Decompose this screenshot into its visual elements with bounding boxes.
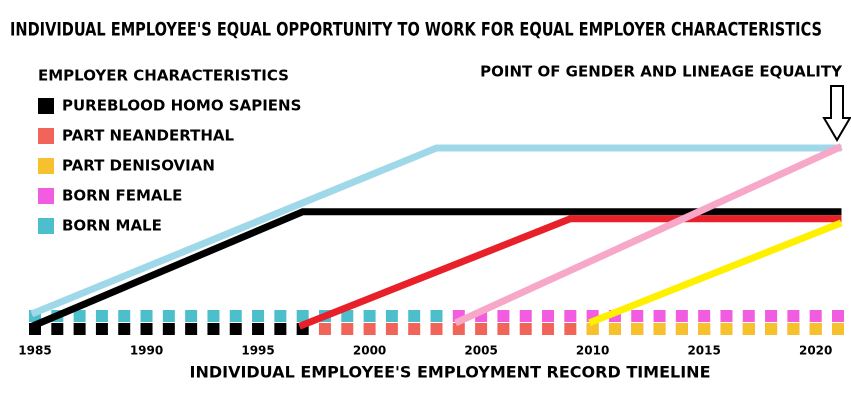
year-square (296, 310, 309, 322)
year-square (408, 310, 421, 322)
year-square (497, 310, 510, 322)
year-square (408, 323, 421, 335)
year-square (832, 310, 844, 322)
legend-label: PART DENISOVIAN (62, 157, 215, 175)
x-tick-label: 2000 (353, 344, 386, 358)
year-square (185, 323, 198, 335)
year-square (318, 323, 331, 335)
year-square (162, 323, 175, 335)
year-square (207, 310, 220, 322)
year-square (765, 310, 778, 322)
year-square (430, 310, 443, 322)
series-line (454, 143, 843, 327)
year-square (519, 323, 532, 335)
year-square (207, 323, 220, 335)
year-square (73, 310, 86, 322)
year-square (497, 323, 510, 335)
x-tick-label: 1985 (18, 344, 51, 358)
legend-swatch (38, 218, 54, 234)
year-square (698, 323, 711, 335)
year-squares (29, 323, 309, 335)
legend-swatch (38, 128, 54, 144)
year-square (631, 323, 644, 335)
year-square (675, 323, 688, 335)
year-square (430, 323, 443, 335)
year-square (51, 323, 64, 335)
year-square (341, 310, 354, 322)
year-square (452, 323, 465, 335)
year-square (140, 323, 153, 335)
x-tick-label: 1995 (241, 344, 274, 358)
year-square (832, 323, 844, 335)
year-square (162, 310, 175, 322)
year-square (698, 310, 711, 322)
legend-swatch (38, 158, 54, 174)
annotation: POINT OF GENDER AND LINEAGE EQUALITY (480, 63, 843, 81)
year-square (185, 310, 198, 322)
year-square (252, 310, 265, 322)
year-square (229, 310, 242, 322)
year-square (118, 310, 131, 322)
series-line (588, 219, 843, 327)
x-tick-label: 2020 (799, 344, 832, 358)
year-square (252, 323, 265, 335)
year-square (742, 310, 755, 322)
legend-swatch (38, 188, 54, 204)
series-line (30, 208, 842, 330)
year-square (519, 310, 532, 322)
year-square (229, 323, 242, 335)
year-square (274, 323, 287, 335)
x-tick-label: 2005 (464, 344, 497, 358)
series-line (30, 144, 842, 318)
year-square (542, 323, 555, 335)
year-square (95, 323, 108, 335)
x-axis-label: INDIVIDUAL EMPLOYEE'S EMPLOYMENT RECORD … (189, 363, 710, 382)
year-square (809, 323, 822, 335)
year-square (363, 310, 376, 322)
series-line (298, 215, 842, 330)
year-square (631, 310, 644, 322)
year-square (95, 310, 108, 322)
year-square (385, 323, 398, 335)
year-square (564, 310, 577, 322)
year-square (363, 323, 376, 335)
year-square (608, 323, 621, 335)
legend-label: BORN FEMALE (62, 187, 182, 205)
year-square (542, 310, 555, 322)
year-square (720, 310, 733, 322)
year-square (140, 310, 153, 322)
year-square (385, 310, 398, 322)
year-square (653, 323, 666, 335)
chart-title: INDIVIDUAL EMPLOYEE'S EQUAL OPPORTUNITY … (10, 19, 822, 41)
year-square (73, 323, 86, 335)
year-square (653, 310, 666, 322)
year-square (475, 323, 488, 335)
year-squares (586, 323, 844, 335)
x-tick-label: 2015 (687, 344, 720, 358)
year-square (341, 323, 354, 335)
year-squares (29, 310, 443, 322)
legend-label: PUREBLOOD HOMO SAPIENS (62, 97, 301, 115)
year-square (742, 323, 755, 335)
year-square (564, 323, 577, 335)
year-square (118, 323, 131, 335)
x-tick-label: 2010 (576, 344, 609, 358)
year-square (809, 310, 822, 322)
legend-label: BORN MALE (62, 217, 162, 235)
legend-title: EMPLOYER CHARACTERISTICS (38, 67, 289, 85)
legend-label: PART NEANDERTHAL (62, 127, 234, 145)
year-square (675, 310, 688, 322)
year-square (787, 310, 800, 322)
year-squares (452, 310, 844, 322)
x-tick-label: 1990 (130, 344, 163, 358)
annotation-arrow (822, 85, 851, 142)
year-square (720, 323, 733, 335)
legend-swatch (38, 98, 54, 114)
year-square (787, 323, 800, 335)
year-square (765, 323, 778, 335)
year-square (586, 323, 599, 335)
year-square (274, 310, 287, 322)
